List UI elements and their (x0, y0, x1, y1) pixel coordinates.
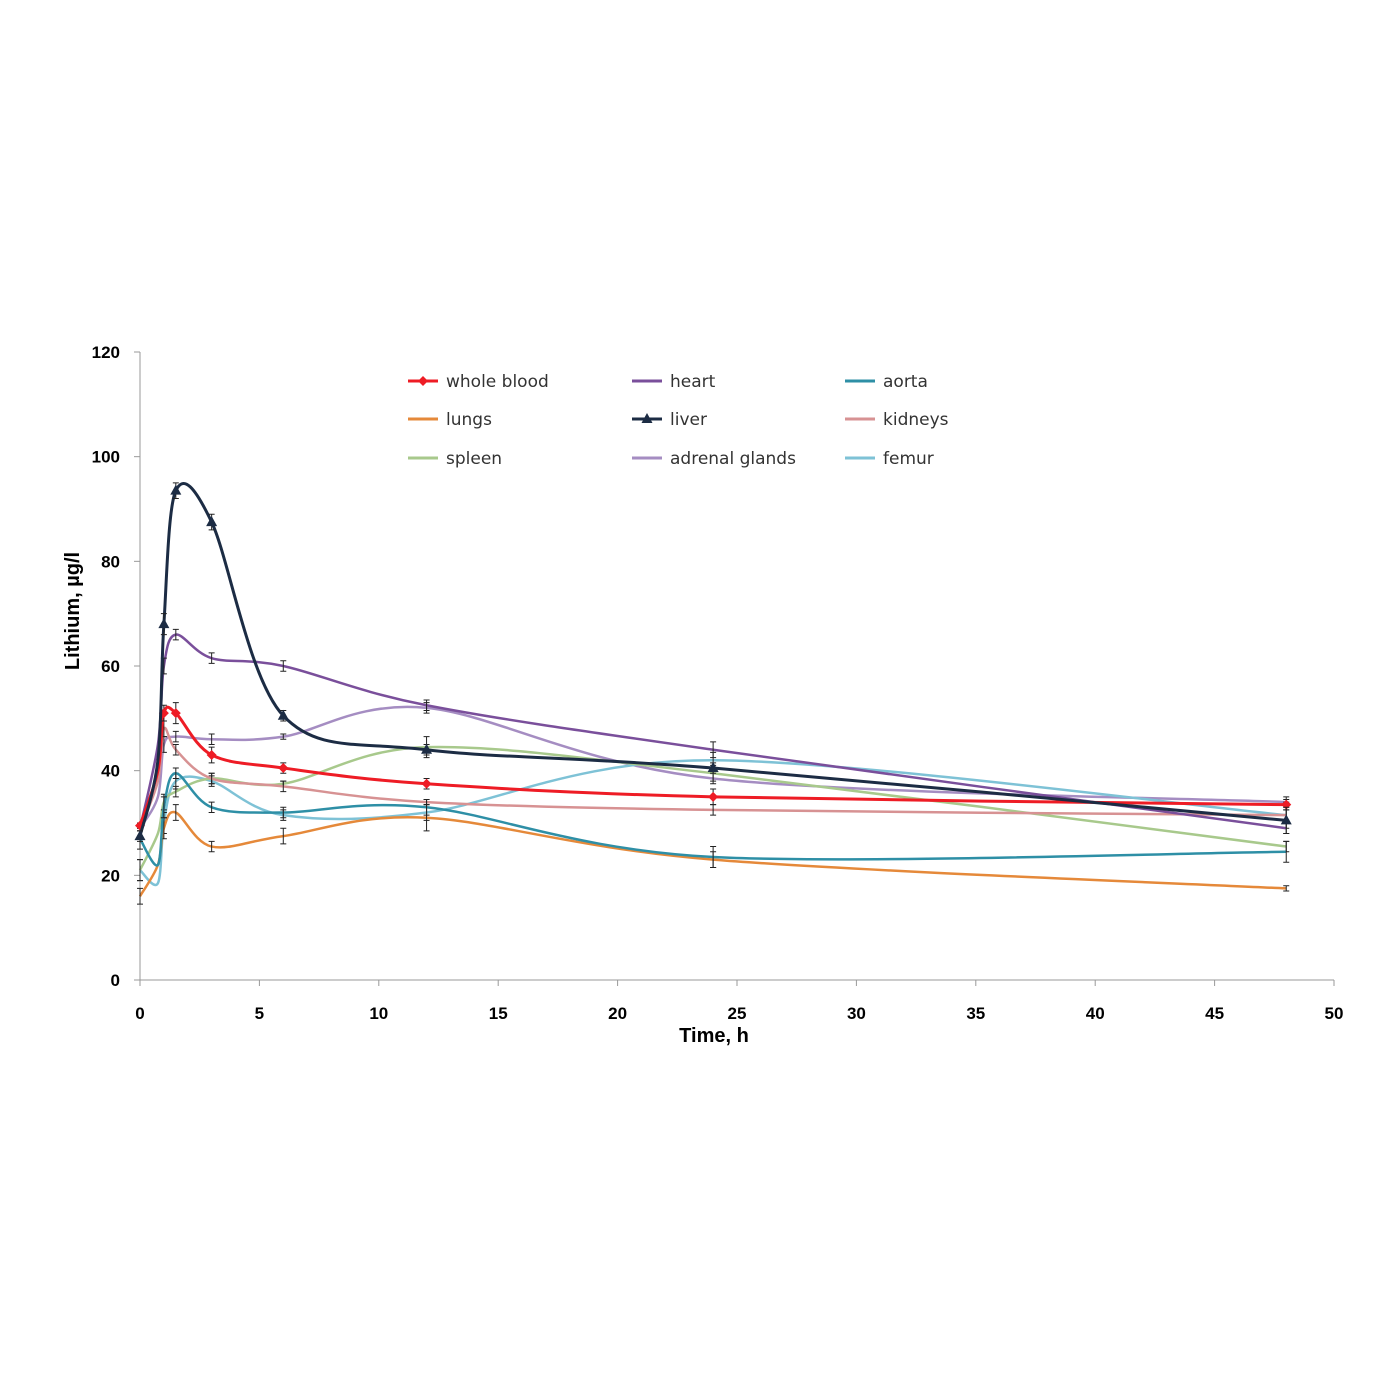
x-tick-label: 10 (369, 1004, 388, 1023)
legend-label: heart (670, 372, 716, 392)
legend-item-heart: heart (632, 372, 716, 392)
legend-item-adrenal-glands: adrenal glands (632, 449, 796, 469)
x-axis-title: Time, h (679, 1025, 749, 1047)
x-tick-label: 20 (608, 1004, 627, 1023)
x-tick-label: 25 (728, 1004, 747, 1023)
x-tick-label: 5 (255, 1004, 264, 1023)
ticks: 0 5 10 15 20 25 30 35 40 45 50 0 20 40 60 80 100 120 (92, 343, 1344, 1023)
y-tick-label: 40 (101, 762, 120, 781)
legend-label: femur (883, 449, 934, 469)
x-tick-label: 15 (489, 1004, 508, 1023)
y-tick-label: 120 (92, 343, 120, 362)
legend-marker (418, 376, 428, 386)
series-line-liver (138, 482, 1287, 837)
error-bar-adrenal-glands (280, 733, 287, 740)
data-point-whole-blood (170, 708, 181, 719)
error-bar-heart (280, 660, 287, 672)
legend-item-spleen: spleen (408, 449, 502, 469)
legend-label: adrenal glands (670, 449, 796, 469)
error-bar-lungs (208, 840, 215, 853)
x-tick-label: 40 (1086, 1004, 1105, 1023)
error-bar-adrenal-glands (172, 730, 179, 743)
series-layer (134, 482, 1292, 905)
x-tick-label: 45 (1205, 1004, 1224, 1023)
error-bar-aorta (172, 767, 179, 780)
legend-item-aorta: aorta (845, 372, 928, 392)
error-bar-lungs (137, 887, 143, 905)
error-bar-aorta (208, 801, 215, 814)
legend-marker (641, 413, 653, 423)
error-bar-lungs (172, 804, 179, 821)
data-point-whole-blood (278, 763, 289, 774)
error-bar-lungs (280, 827, 287, 845)
legend-label: lungs (446, 410, 492, 430)
data-point-whole-blood (708, 791, 719, 802)
series-lungs (137, 804, 1290, 905)
legend-item-lungs: lungs (408, 410, 492, 430)
error-bar-heart (423, 699, 430, 711)
y-tick-label: 0 (111, 971, 120, 990)
error-bar-kidneys (172, 744, 179, 756)
error-bar-aorta (280, 806, 287, 819)
error-bar-aorta (160, 796, 167, 819)
x-tick-label: 50 (1325, 1004, 1344, 1023)
legend-label: kidneys (883, 410, 949, 430)
y-tick-label: 60 (101, 657, 120, 676)
legend-item-femur: femur (845, 449, 934, 469)
legend-label: liver (670, 410, 707, 430)
legend-item-whole-blood: whole blood (408, 372, 549, 392)
y-tick-label: 20 (101, 866, 120, 885)
axes (139, 352, 1334, 981)
data-point-liver (134, 830, 146, 841)
x-tick-label: 30 (847, 1004, 866, 1023)
error-bar-spleen (172, 785, 179, 798)
legend-item-kidneys: kidneys (845, 410, 949, 430)
data-point-liver (277, 709, 289, 720)
error-bar-aorta (423, 798, 430, 816)
data-point-liver (170, 484, 182, 495)
data-point-whole-blood (206, 749, 217, 760)
y-tick-label: 100 (92, 448, 120, 467)
error-bar-adrenal-glands (208, 733, 215, 745)
legend-label: aorta (883, 372, 928, 392)
data-point-liver (707, 762, 719, 773)
series-liver (134, 482, 1292, 842)
error-bar-spleen (137, 859, 143, 882)
error-bar-aorta (1283, 840, 1290, 863)
error-bar-kidneys (208, 772, 215, 785)
y-axis-title: Lithium, µg/l (62, 552, 84, 670)
data-point-liver (206, 516, 218, 527)
error-bar-heart (208, 652, 215, 664)
x-tick-label: 0 (135, 1004, 144, 1023)
legend-item-liver: liver (632, 410, 707, 430)
error-bar-aorta (710, 846, 717, 868)
error-bar-lungs (1283, 885, 1290, 892)
error-bar-heart (710, 741, 717, 759)
legend-label: spleen (446, 449, 502, 469)
series-whole-blood (135, 702, 1292, 831)
data-point-liver (1280, 814, 1292, 825)
data-point-liver (421, 743, 433, 754)
data-point-whole-blood (421, 778, 432, 789)
legend-label: whole blood (446, 372, 549, 392)
error-bar-heart (172, 628, 179, 641)
legend: whole blood heart aorta lungs liver kidneys sp… (408, 372, 949, 469)
y-tick-label: 80 (101, 552, 120, 571)
x-tick-label: 35 (966, 1004, 985, 1023)
data-point-liver (158, 618, 170, 629)
error-bar-kidneys (280, 780, 287, 793)
